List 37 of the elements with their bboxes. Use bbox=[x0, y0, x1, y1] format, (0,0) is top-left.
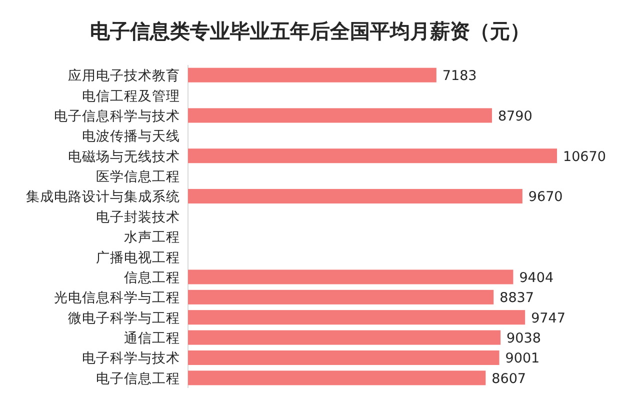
bar bbox=[188, 290, 494, 304]
bar bbox=[188, 188, 522, 204]
bar bbox=[188, 310, 526, 325]
bar bbox=[188, 270, 514, 284]
data-label: 8837 bbox=[500, 290, 534, 306]
y-tick-label: 广播电视工程 bbox=[96, 250, 180, 266]
y-tick-label: 信息工程 bbox=[124, 270, 180, 286]
y-tick-label: 电子封装技术 bbox=[96, 209, 180, 226]
y-tick-label: 应用电子技术教育 bbox=[68, 67, 180, 84]
bar bbox=[188, 68, 436, 82]
y-tick-label: 电子信息工程 bbox=[96, 370, 180, 387]
data-label: 8607 bbox=[492, 370, 526, 387]
data-label: 9747 bbox=[531, 310, 566, 326]
y-tick-label: 电信工程及管理 bbox=[82, 88, 180, 104]
y-tick-label: 电子科学与技术 bbox=[82, 350, 180, 367]
bar bbox=[188, 350, 500, 365]
y-tick-label: 通信工程 bbox=[124, 330, 180, 347]
data-label: 9038 bbox=[506, 330, 541, 347]
bar bbox=[188, 370, 486, 386]
bar bbox=[188, 108, 492, 123]
data-label: 9670 bbox=[528, 189, 563, 206]
data-label: 8790 bbox=[498, 108, 532, 124]
y-tick-label: 电波传播与天线 bbox=[82, 128, 180, 145]
y-tick-label: 电子信息科学与技术 bbox=[54, 108, 180, 124]
chart-title: 电子信息类专业毕业五年后全国平均月薪资（元） bbox=[90, 19, 530, 43]
y-tick-label: 微电子科学与工程 bbox=[68, 310, 180, 326]
data-label: 9404 bbox=[519, 270, 554, 286]
bar bbox=[188, 330, 501, 345]
y-tick-label: 医学信息工程 bbox=[96, 169, 180, 186]
bar bbox=[188, 148, 557, 164]
y-tick-label: 电磁场与无线技术 bbox=[68, 148, 180, 165]
data-label: 10670 bbox=[563, 148, 606, 165]
data-label: 9001 bbox=[505, 350, 540, 367]
y-tick-label: 光电信息科学与工程 bbox=[54, 290, 180, 306]
y-tick-label: 水声工程 bbox=[124, 230, 180, 246]
data-label: 7183 bbox=[442, 68, 477, 84]
y-tick-label: 集成电路设计与集成系统 bbox=[26, 189, 180, 206]
